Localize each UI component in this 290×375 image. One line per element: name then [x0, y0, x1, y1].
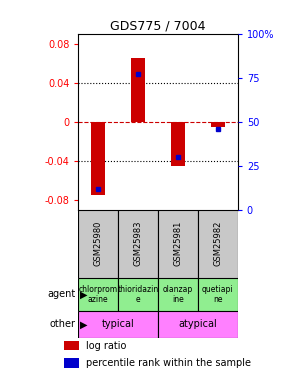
Bar — [211, 122, 225, 127]
Text: GSM25983: GSM25983 — [134, 221, 143, 267]
Text: percentile rank within the sample: percentile rank within the sample — [86, 358, 251, 368]
Text: log ratio: log ratio — [86, 340, 127, 351]
Bar — [118, 210, 158, 278]
Bar — [78, 311, 158, 338]
Text: atypical: atypical — [179, 320, 217, 329]
Bar — [64, 358, 79, 368]
Text: quetiapi
ne: quetiapi ne — [202, 285, 234, 304]
Bar — [158, 278, 198, 311]
Text: thioridazin
e: thioridazin e — [117, 285, 159, 304]
Bar — [171, 122, 185, 166]
Bar — [78, 210, 118, 278]
Bar — [118, 278, 158, 311]
Bar — [131, 58, 145, 122]
Text: other: other — [49, 320, 75, 329]
Text: agent: agent — [47, 290, 75, 299]
Text: chlorprom
azine: chlorprom azine — [79, 285, 118, 304]
Text: GSM25982: GSM25982 — [213, 221, 222, 266]
Bar — [64, 341, 79, 350]
Bar — [91, 122, 105, 195]
Bar — [78, 278, 118, 311]
Text: olanzap
ine: olanzap ine — [163, 285, 193, 304]
Text: GSM25981: GSM25981 — [173, 221, 182, 266]
Bar — [198, 278, 238, 311]
Bar — [158, 311, 238, 338]
Text: ▶: ▶ — [80, 290, 87, 299]
Bar — [198, 210, 238, 278]
Text: GSM25980: GSM25980 — [94, 221, 103, 266]
Text: ▶: ▶ — [80, 320, 87, 329]
Title: GDS775 / 7004: GDS775 / 7004 — [110, 20, 206, 33]
Bar — [158, 210, 198, 278]
Text: typical: typical — [102, 320, 135, 329]
